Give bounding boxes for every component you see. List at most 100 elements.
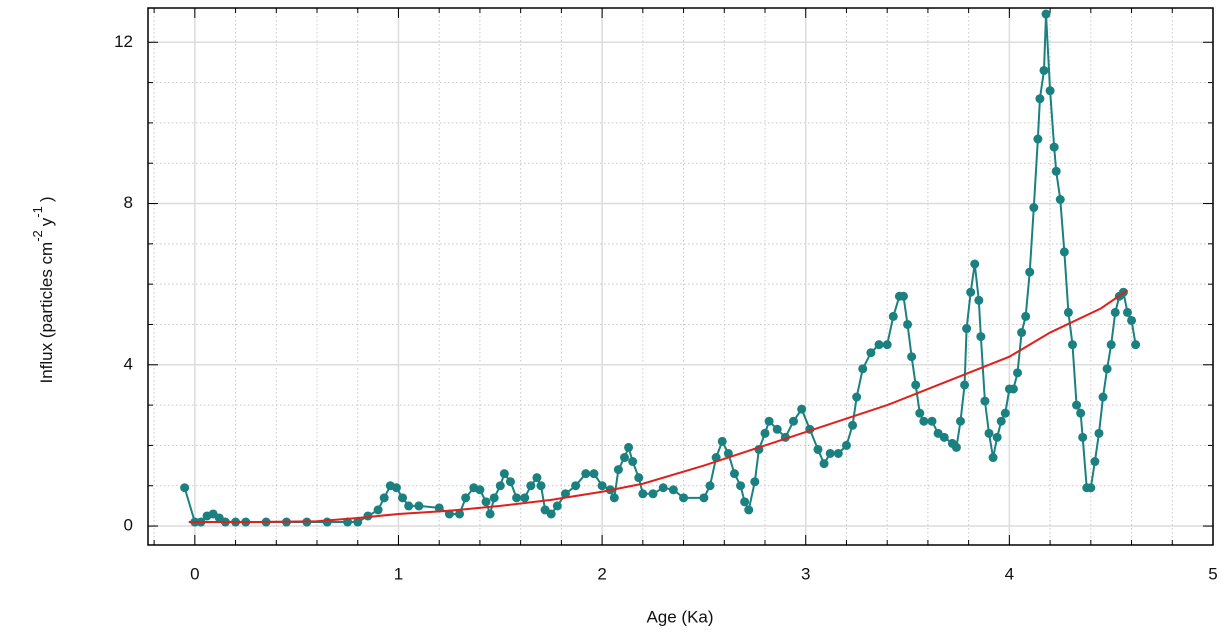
point — [391, 483, 401, 493]
point — [638, 489, 648, 499]
y-title-part: y — [37, 217, 56, 226]
point — [858, 364, 868, 374]
point — [1076, 408, 1086, 418]
point — [1033, 134, 1043, 144]
point — [379, 493, 389, 503]
point — [797, 404, 807, 414]
y-title-sup: -1 — [30, 206, 45, 218]
point — [907, 352, 917, 362]
point — [1055, 194, 1065, 204]
point — [1122, 307, 1132, 317]
point — [1072, 400, 1082, 410]
point — [1063, 307, 1073, 317]
point — [613, 465, 623, 475]
x-tick-label: 5 — [1208, 564, 1217, 583]
point — [1067, 340, 1077, 350]
y-axis-title: Influx (particles cm-2 y-1) — [30, 197, 56, 384]
point — [825, 448, 835, 458]
point — [414, 501, 424, 511]
point — [841, 440, 851, 450]
x-tick-label: 3 — [801, 564, 810, 583]
point — [560, 489, 570, 499]
series-line — [188, 289, 1129, 524]
point — [581, 469, 591, 479]
point — [966, 287, 976, 297]
point — [927, 416, 937, 426]
point — [1049, 142, 1059, 152]
point — [898, 291, 908, 301]
point — [992, 432, 1002, 442]
x-axis-title: Age (Ka) — [646, 607, 713, 626]
point — [322, 517, 332, 527]
point — [760, 428, 770, 438]
point — [974, 295, 984, 305]
point — [1090, 457, 1100, 467]
point — [744, 505, 754, 515]
point — [939, 432, 949, 442]
point — [915, 408, 925, 418]
point — [1098, 392, 1108, 402]
point — [658, 483, 668, 493]
point — [648, 489, 658, 499]
point — [398, 493, 408, 503]
point — [489, 493, 499, 503]
point — [976, 332, 986, 342]
point — [180, 483, 190, 493]
point — [1051, 166, 1061, 176]
point — [789, 416, 799, 426]
point — [960, 380, 970, 390]
point — [499, 469, 509, 479]
point — [736, 481, 746, 491]
point — [1102, 364, 1112, 374]
point — [455, 509, 465, 519]
point — [1078, 432, 1088, 442]
point — [1035, 94, 1045, 104]
point — [833, 448, 843, 458]
point — [1039, 65, 1049, 75]
y-tick-label: 0 — [124, 516, 133, 535]
point — [1086, 483, 1096, 493]
point — [819, 459, 829, 469]
point — [536, 481, 546, 491]
point — [634, 473, 644, 483]
point — [1017, 328, 1027, 338]
y-title-sup: -2 — [30, 230, 45, 242]
point — [874, 340, 884, 350]
point — [1008, 384, 1018, 394]
point — [848, 420, 858, 430]
point — [903, 319, 913, 329]
point — [1127, 315, 1137, 325]
point — [1059, 247, 1069, 257]
point — [980, 396, 990, 406]
point — [363, 511, 373, 521]
y-tick-label: 4 — [124, 354, 133, 373]
point — [526, 481, 536, 491]
point — [852, 392, 862, 402]
point — [461, 493, 471, 503]
point — [495, 481, 505, 491]
point — [970, 259, 980, 269]
point — [888, 311, 898, 321]
point — [764, 416, 774, 426]
point — [729, 469, 739, 479]
point — [404, 501, 414, 511]
point — [624, 442, 634, 452]
point — [1025, 267, 1035, 277]
point — [813, 444, 823, 454]
point — [955, 416, 965, 426]
point — [597, 481, 607, 491]
point — [699, 493, 709, 503]
point — [988, 453, 998, 463]
y-tick-label: 8 — [124, 193, 133, 212]
point — [620, 453, 630, 463]
point — [589, 469, 599, 479]
point — [1000, 408, 1010, 418]
x-tick-label: 1 — [394, 564, 403, 583]
point — [481, 497, 491, 507]
point — [866, 348, 876, 358]
point — [373, 505, 383, 515]
point — [740, 497, 750, 507]
point — [1131, 340, 1141, 350]
point — [520, 493, 530, 503]
